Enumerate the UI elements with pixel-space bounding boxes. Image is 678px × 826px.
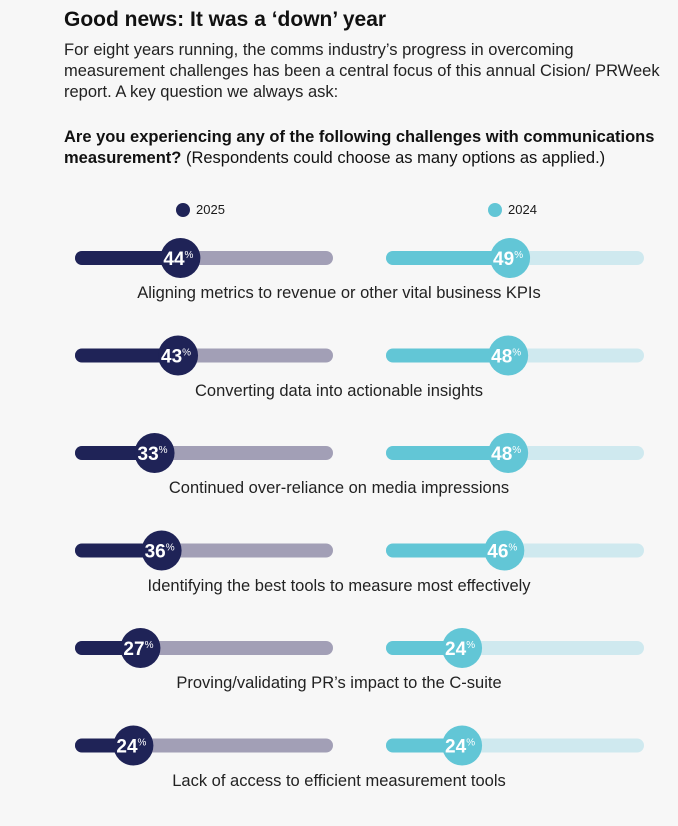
data-label-unit: %	[185, 250, 194, 261]
value-marker	[158, 335, 199, 376]
category-label: Lack of access to efficient measurement …	[172, 771, 506, 790]
legend-label: 2024	[508, 202, 537, 217]
category-label: Continued over-reliance on media impress…	[168, 479, 510, 497]
data-label-unit: %	[138, 738, 147, 749]
intro-text: For eight years running, the comms indus…	[64, 41, 660, 101]
data-label-unit: %	[466, 640, 475, 651]
question-bold: Are you experiencing any of the followin…	[64, 128, 655, 167]
category-label: Proving/validating PR’s impact to the C-…	[176, 674, 502, 692]
question: Are you experiencing any of the followin…	[64, 127, 664, 169]
data-label-unit: %	[512, 348, 521, 359]
value-marker	[488, 433, 529, 473]
data-label-unit: %	[514, 250, 523, 261]
value-marker	[490, 238, 531, 278]
category-label: Converting data into actionable insights	[194, 381, 484, 400]
value-marker	[442, 725, 483, 766]
value-marker	[160, 238, 201, 278]
value-marker	[141, 530, 182, 571]
value-marker	[113, 725, 154, 766]
category-label: Aligning metrics to revenue or other vit…	[137, 284, 541, 302]
value-marker	[134, 433, 175, 473]
data-label-unit: %	[159, 445, 168, 456]
value-marker	[484, 530, 525, 571]
data-label-unit: %	[508, 543, 517, 554]
legend-dot-icon	[176, 202, 190, 217]
legend-dot-icon	[488, 202, 502, 217]
data-label-unit: %	[145, 640, 154, 651]
value-marker	[442, 628, 483, 668]
legend-label: 2025	[196, 202, 225, 217]
data-label-unit: %	[166, 543, 175, 554]
data-label-unit: %	[512, 445, 521, 456]
question-note: (Respondents could choose as many option…	[181, 149, 606, 167]
data-label-unit: %	[182, 348, 191, 359]
legend-2024: 2024	[488, 202, 537, 217]
category-label: Identifying the best tools to measure mo…	[147, 576, 531, 595]
legend-2025: 2025	[176, 202, 225, 217]
value-marker	[488, 335, 529, 376]
value-marker	[120, 628, 161, 668]
page-title: Good news: It was a ‘down’ year	[64, 8, 387, 31]
data-label-unit: %	[466, 738, 475, 749]
